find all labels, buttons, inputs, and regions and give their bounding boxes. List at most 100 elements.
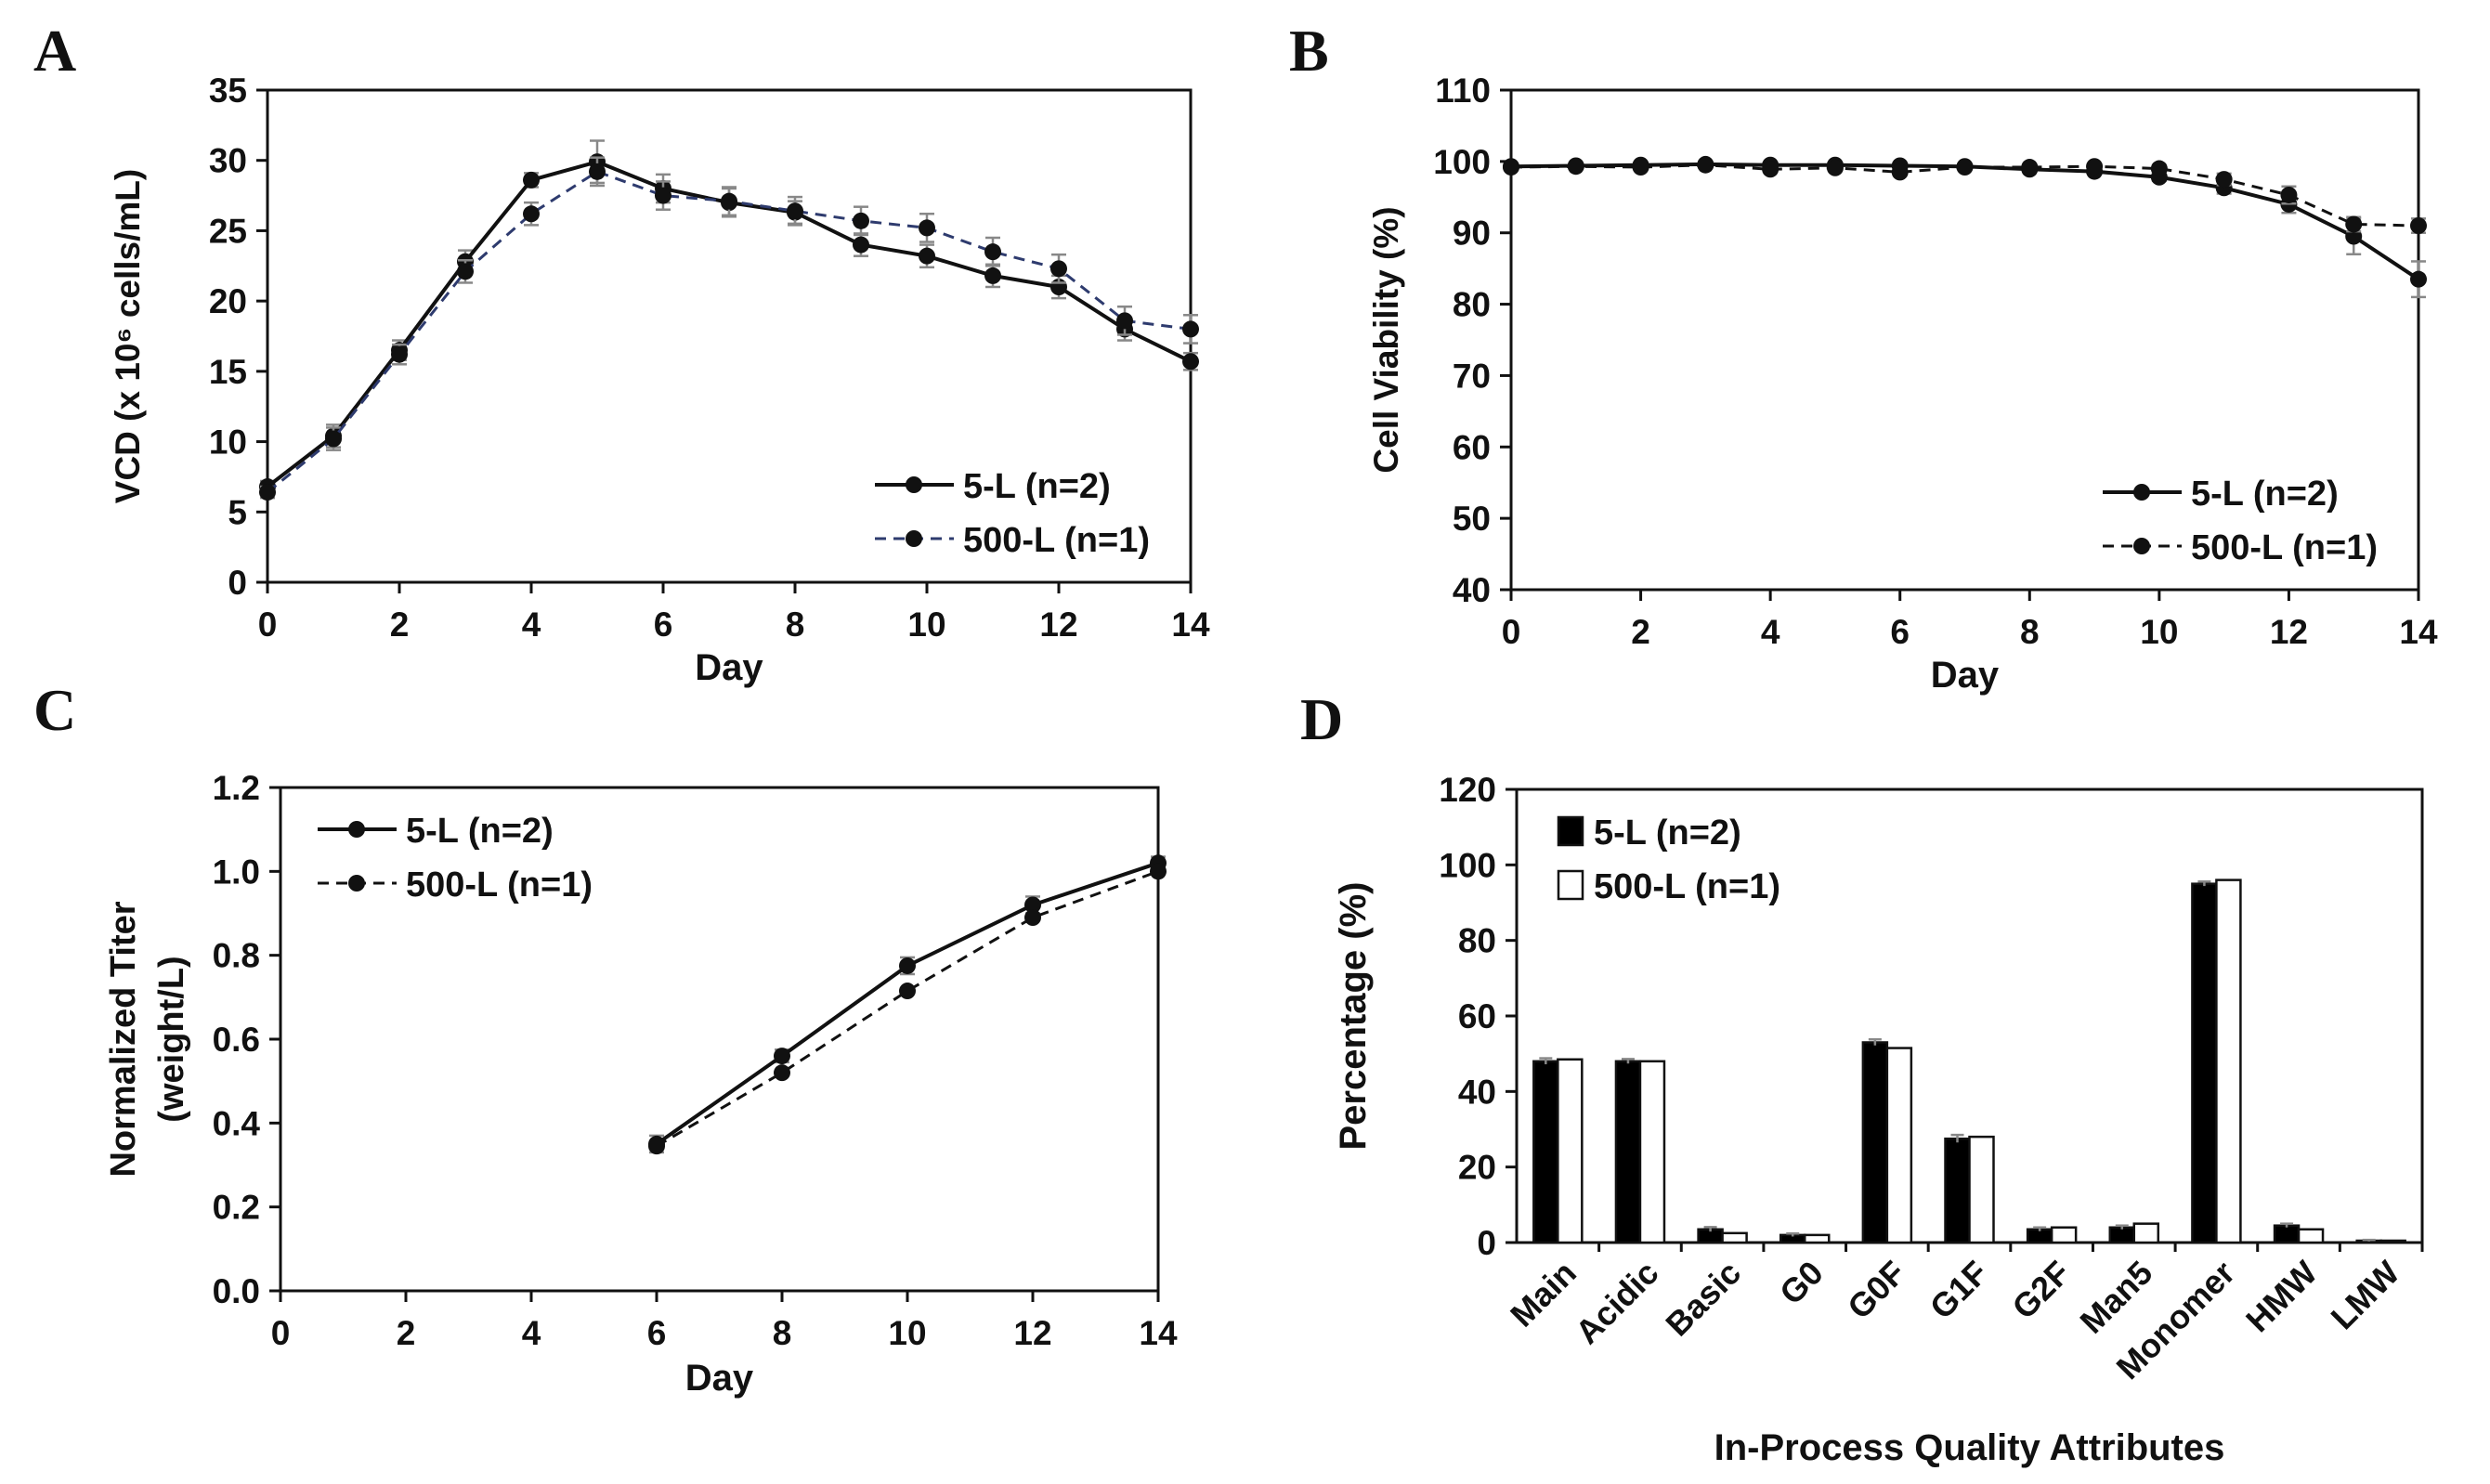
series-line-5l (655, 861, 1159, 1146)
y-tick-label: 0.6 (213, 1021, 260, 1059)
y-axis-label: Normalized Titer (104, 901, 143, 1177)
y-tick-label: 0.4 (213, 1104, 261, 1142)
data-point-5l (919, 247, 935, 265)
y-tick-label: 20 (1458, 1149, 1496, 1187)
bar-500l (2379, 1239, 2406, 1244)
x-tick-label: 0 (1502, 613, 1521, 651)
x-axis-label: Day (685, 1358, 754, 1399)
legend-marker-500l (906, 530, 922, 547)
y-tick-label: 15 (209, 353, 247, 391)
y-tick-label: 90 (1453, 215, 1491, 253)
x-tick-label: 6 (654, 605, 673, 644)
y-tick-label: 20 (209, 282, 247, 320)
x-tick-label: 6 (1890, 613, 1910, 651)
data-point-5l (853, 236, 869, 254)
data-point-500l (2021, 159, 2039, 176)
data-point-500l (853, 212, 869, 229)
data-point-500l (259, 484, 276, 501)
x-tick-label: 12 (2270, 613, 2308, 651)
data-point-500l (774, 1064, 790, 1082)
bar-500l (1721, 1231, 1748, 1244)
legend-label-5l: 5-L (n=2) (963, 467, 1111, 506)
y-tick-label: 30 (209, 142, 247, 180)
legend-swatch-5l (1557, 815, 1584, 847)
legend-marker-5l (2133, 484, 2150, 501)
y-tick-label: 1.0 (213, 853, 260, 891)
x-tick-label: 8 (2020, 613, 2040, 651)
data-point-5l (899, 957, 916, 974)
legend-label-500l: 500-L (n=1) (2191, 528, 2378, 567)
y-tick-label: 5 (228, 493, 247, 531)
y-tick-label: 1.2 (213, 769, 260, 807)
y-tick-label: 60 (1458, 997, 1496, 1035)
data-point-500l (1632, 159, 1649, 176)
bar-500l (1968, 1135, 1995, 1244)
y-axis-label-line-2: (weight/L) (152, 956, 191, 1122)
plot-frame (279, 786, 1160, 1293)
y-tick-label: 35 (209, 72, 247, 110)
data-point-5l (1182, 353, 1199, 371)
y-tick-label: 10 (209, 423, 247, 462)
x-tick-label: 2 (1631, 613, 1650, 651)
data-point-500l (391, 345, 408, 363)
bar-5l (2191, 882, 2218, 1244)
data-point-500l (655, 187, 671, 204)
plot-frame (1509, 88, 2420, 592)
data-point-5l (2410, 270, 2427, 288)
data-point-500l (2280, 186, 2298, 203)
bar-500l (2132, 1222, 2160, 1244)
panel-b-viability-chart: 40 50 60 70 80 90 100 110 0 2 4 6 8 10 12 14 Day Cell Via… (1367, 72, 2438, 696)
x-axis-label: In-Process Quality Attributes (1714, 1427, 2225, 1468)
y-tick-label: 100 (1439, 846, 1496, 884)
legend-label-5l: 5-L (n=2) (1594, 814, 1741, 853)
category-label: LMW (2324, 1254, 2407, 1337)
data-point-500l (984, 243, 1001, 261)
x-tick-label: 12 (1013, 1314, 1051, 1352)
bar-5l (2273, 1224, 2301, 1244)
legend-label-500l: 500-L (n=1) (1594, 867, 1780, 906)
x-tick-label: 14 (2399, 613, 2438, 651)
data-point-500l (523, 205, 540, 223)
data-point-5l (774, 1048, 790, 1065)
bar-500l (2215, 879, 2242, 1244)
series-line-500l (656, 869, 1159, 1148)
category-label: Acidic (1568, 1254, 1665, 1351)
data-point-500l (457, 263, 474, 280)
category-label: G0F (1840, 1254, 1912, 1326)
y-tick-label: 110 (1435, 72, 1491, 110)
x-tick-label: 8 (786, 605, 805, 644)
data-point-500l (1826, 159, 1844, 176)
x-tick-label: 0 (258, 605, 278, 644)
data-point-5l (1024, 896, 1041, 914)
x-tick-label: 6 (647, 1314, 667, 1352)
data-point-500l (325, 430, 342, 448)
y-tick-label: 80 (1458, 922, 1496, 960)
y-tick-label: 0 (228, 564, 247, 602)
data-point-500l (1182, 320, 1199, 338)
y-tick-label: 40 (1453, 571, 1491, 609)
x-axis-label: Day (1931, 655, 2000, 696)
y-tick-label: 25 (209, 212, 247, 250)
category-label: G2F (2004, 1254, 2077, 1326)
category-label: HMW (2238, 1254, 2325, 1340)
data-point-500l (1891, 163, 1909, 181)
legend-swatch-500l (1557, 869, 1584, 901)
data-point-5l (984, 267, 1001, 284)
data-point-500l (2410, 217, 2427, 235)
panel-c-titer-chart: 0.0 0.2 0.4 0.6 0.8 1.0 1.2 0 2 4 6 8 10 12 14 Day Norma… (104, 769, 1178, 1399)
bar-5l (1944, 1137, 1971, 1244)
bar-5l (1861, 1041, 1889, 1244)
panel-label-d: D (1300, 686, 1344, 752)
x-tick-label: 4 (1761, 613, 1780, 651)
x-tick-label: 8 (773, 1314, 792, 1352)
bar-5l (2108, 1226, 2136, 1244)
bar-500l (2050, 1226, 2078, 1244)
bar-500l (1803, 1233, 1831, 1244)
panel-label-b: B (1289, 18, 1329, 84)
data-point-5l (523, 171, 540, 189)
y-axis-label: VCD (x 10⁶ cells/mL) (109, 169, 147, 503)
bar-500l (2297, 1228, 2325, 1244)
legend-marker-500l (2133, 538, 2150, 554)
